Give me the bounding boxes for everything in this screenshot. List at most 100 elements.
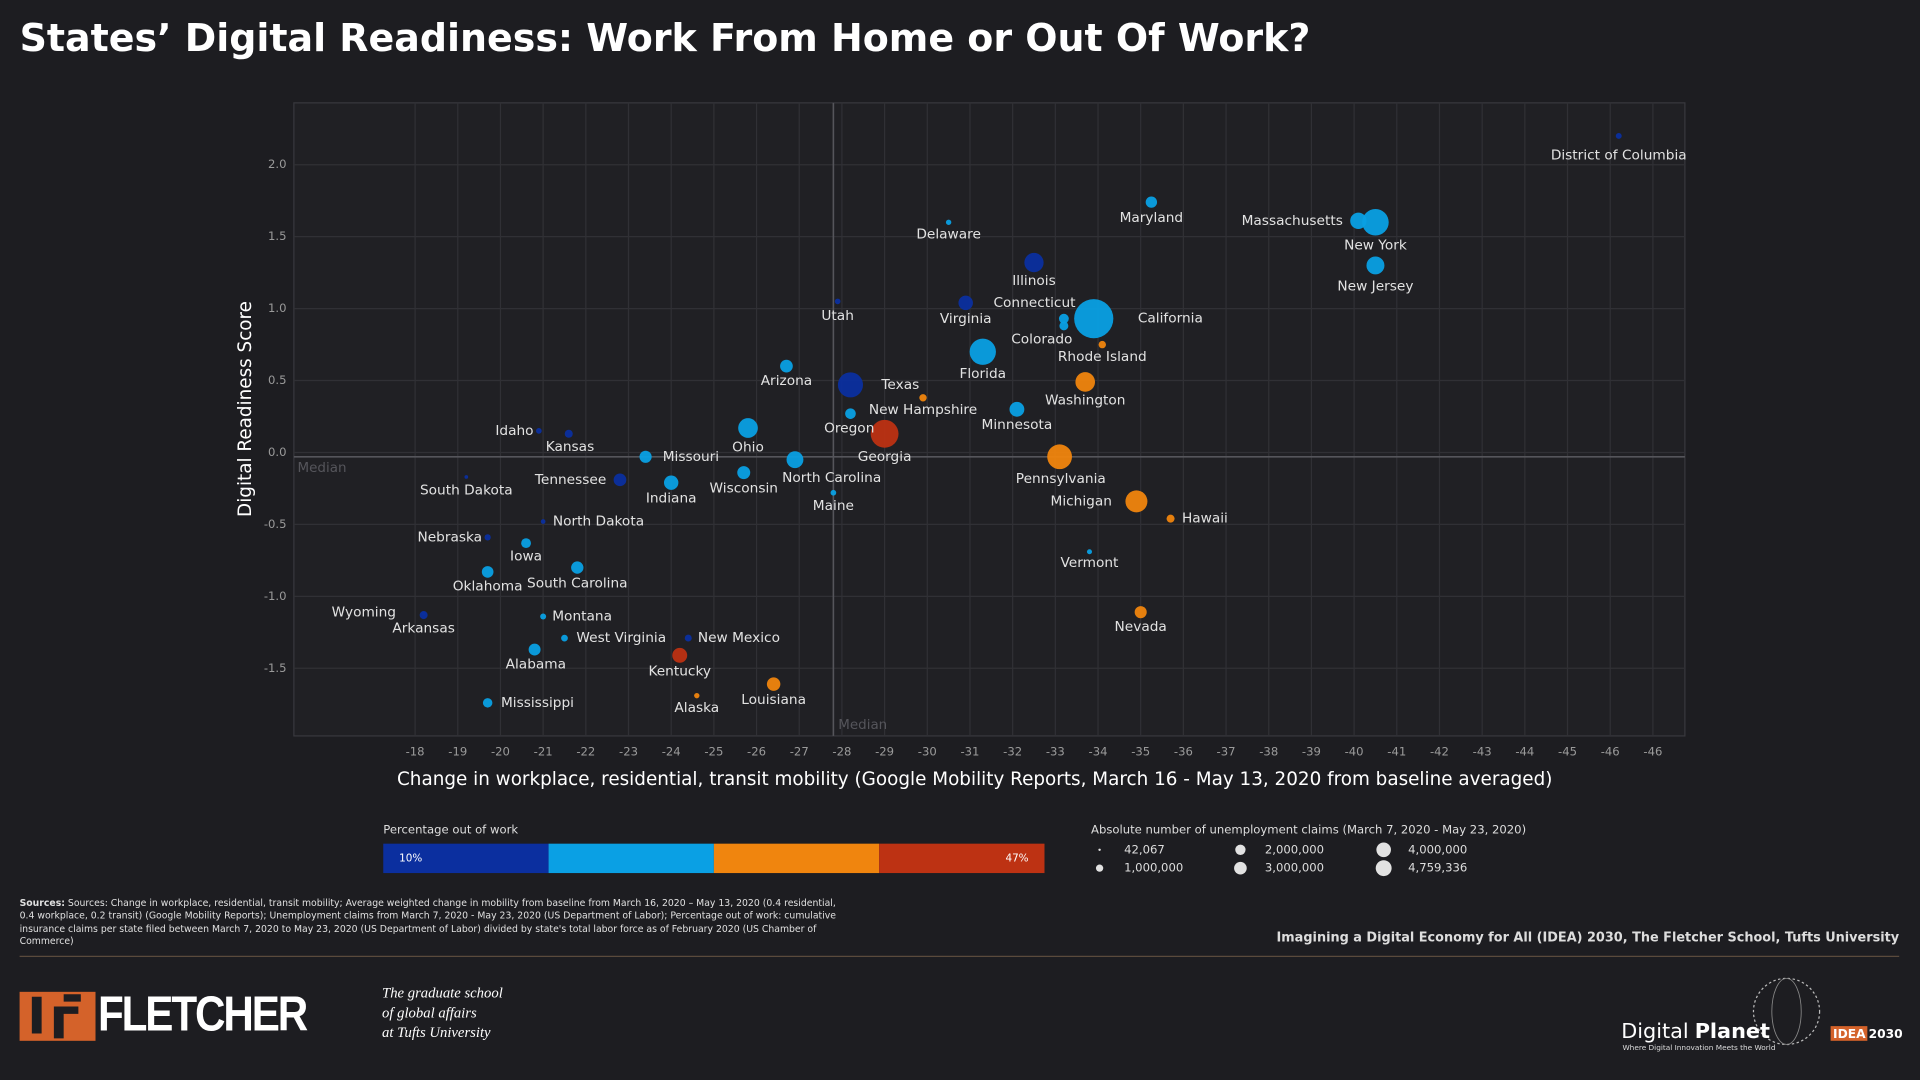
color-swatch (879, 843, 1045, 874)
x-tick-label: -44 (1515, 744, 1534, 758)
fletcher-logo: FLETCHER The graduate school of global a… (19, 986, 503, 1041)
color-swatch (548, 843, 714, 874)
x-tick-label: -18 (406, 744, 425, 758)
point-label: Colorado (1011, 331, 1072, 347)
x-tick-label: -24 (662, 744, 681, 758)
size-legend-mark (1095, 864, 1104, 872)
bubble (1166, 514, 1175, 523)
point-label: Alaska (674, 700, 719, 716)
point-label: Oklahoma (453, 579, 523, 595)
point-label: Nevada (1115, 619, 1167, 635)
bubble (664, 475, 679, 490)
bubble (780, 359, 793, 373)
point-label: Washington (1045, 392, 1126, 408)
point-label: Tennessee (534, 472, 606, 488)
bubble (540, 519, 546, 524)
size-legend-mark (1098, 848, 1101, 852)
x-tick-label: -45 (1558, 744, 1577, 758)
point-label: Missouri (663, 449, 719, 465)
planet-tagline: Where Digital Innovation Meets the World (1622, 1043, 1775, 1052)
x-tick-label: -42 (1430, 744, 1449, 758)
color-legend-label: 10% (399, 852, 422, 864)
bubble (919, 394, 927, 402)
point-label: Iowa (510, 549, 542, 565)
point-label: Mississippi (501, 695, 574, 711)
bubble (694, 692, 700, 699)
point-label: Michigan (1051, 493, 1112, 509)
x-tick-label: -34 (1089, 744, 1108, 758)
x-tick-label: -46 (1601, 744, 1620, 758)
point-label: New York (1344, 238, 1407, 254)
point-label: Georgia (858, 449, 912, 465)
point-label: Connecticut (993, 295, 1076, 311)
bubble (845, 408, 856, 419)
point-label: Nebraska (417, 529, 482, 545)
bubble (684, 634, 692, 642)
idea: IDEA (1833, 1027, 1866, 1041)
x-tick-label: -43 (1473, 744, 1492, 758)
bubble (1059, 321, 1069, 331)
x-tick-label: -32 (1003, 744, 1022, 758)
bubble (482, 698, 493, 708)
bubble (786, 451, 804, 469)
bubble (945, 219, 952, 225)
digital-planet-logo: Digital Planet Where Digital Innovation … (1621, 977, 1903, 1052)
size-legend-label: 4,000,000 (1408, 842, 1467, 856)
bubble (1145, 196, 1158, 208)
size-legend-label: 1,000,000 (1124, 861, 1183, 875)
point-label: Massachusetts (1242, 213, 1343, 229)
point-label: Kansas (546, 439, 595, 455)
point-label: Wisconsin (710, 481, 778, 497)
tagline: at Tufts University (382, 1025, 491, 1041)
point-label: Oregon (824, 420, 874, 436)
point-label: Arkansas (392, 621, 454, 637)
bubble (481, 566, 494, 578)
size-legend-mark (1235, 844, 1246, 855)
bubble (1615, 132, 1622, 139)
size-legend-label: 3,000,000 (1265, 861, 1324, 875)
x-tick-label: -35 (1131, 744, 1150, 758)
point-label: Kentucky (648, 663, 711, 679)
bubble (639, 450, 652, 463)
point-label: District of Columbia (1551, 148, 1687, 164)
tagline: of global affairs (382, 1005, 477, 1021)
point-label: Vermont (1061, 555, 1120, 571)
bubble (613, 473, 627, 487)
x-tick-label: -27 (790, 744, 809, 758)
planet: Planet (1695, 1019, 1770, 1043)
x-tick-label: -38 (1259, 744, 1278, 758)
y-axis-title: Digital Readiness Score (235, 301, 256, 517)
sources-box: Sources: Sources: Change in workplace, r… (20, 898, 836, 947)
point-label: Idaho (495, 423, 533, 439)
bubble (738, 418, 758, 438)
bubble (571, 561, 584, 574)
bubble (837, 372, 863, 398)
bubble (830, 489, 837, 496)
globe-meridian (1771, 977, 1802, 1045)
x-axis-title: Change in workplace, residential, transi… (397, 769, 1552, 790)
y-tick-label: -0.5 (264, 517, 287, 531)
size-legend-mark (1376, 842, 1391, 858)
y-tick-label: 1.0 (268, 301, 287, 315)
bubble (737, 466, 751, 480)
bubble (834, 298, 841, 305)
color-swatch (383, 843, 549, 874)
plot-area (293, 102, 1686, 737)
bubble (528, 643, 541, 656)
idea-year: 2030 (1869, 1027, 1903, 1041)
point-label: New Jersey (1337, 278, 1413, 294)
bubble (536, 428, 542, 434)
size-legend-mark (1234, 861, 1247, 875)
x-tick-label: -39 (1302, 744, 1321, 758)
point-label: Pennsylvania (1016, 471, 1106, 487)
logo-glyph (31, 994, 81, 1039)
point-label: Minnesota (982, 417, 1053, 433)
point-label: Texas (880, 377, 919, 393)
x-tick-label: -46 (1643, 744, 1662, 758)
y-tick-label: -1.5 (264, 661, 287, 675)
x-tick-label: -41 (1387, 744, 1406, 758)
point-label: Maine (813, 498, 854, 514)
point-label: California (1138, 311, 1203, 327)
bubbles (419, 132, 1622, 708)
